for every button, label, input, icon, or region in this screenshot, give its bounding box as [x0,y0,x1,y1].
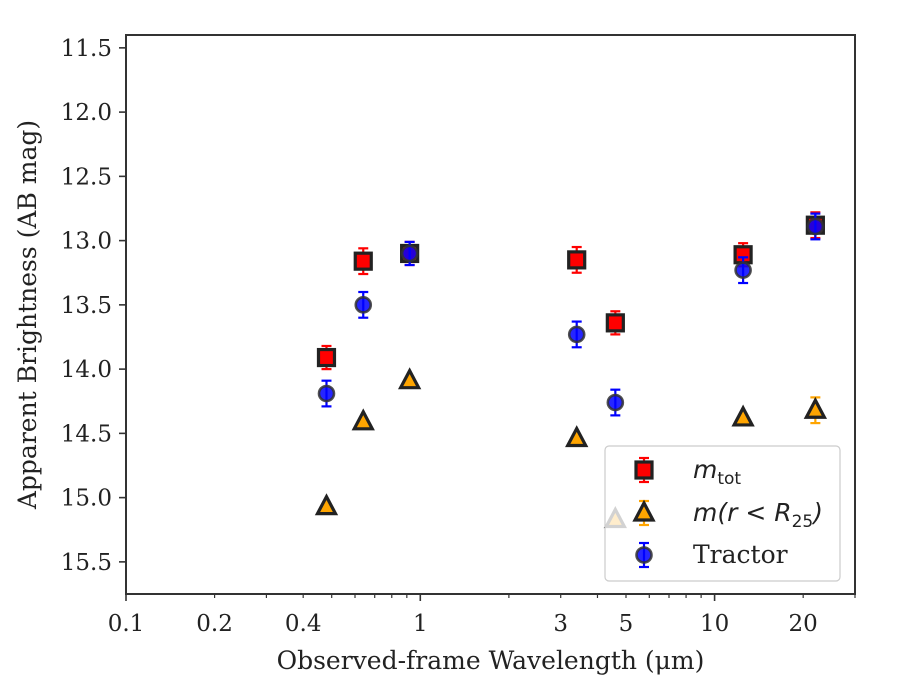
x-tick-label: 0.2 [196,611,233,637]
data-point-mr25 [314,493,339,516]
y-tick-label: 14.0 [61,357,112,383]
y-axis-label: Apparent Brightness (AB mag) [13,120,42,510]
y-tick-label: 15.0 [61,486,112,512]
legend-marker-mtot [634,460,654,480]
data-point-mr25 [565,425,589,448]
plot-area: 11.5 12.0 12.5 13.0 13.5 14.0 14.5 15.0 15.5 0.1 0… [13,34,856,675]
x-tick-label: 0.1 [108,611,145,637]
data-point-tractor [734,261,752,279]
series-tractor [317,212,825,417]
x-tick-label: 20 [789,611,818,637]
data-point-mr25 [731,404,755,427]
x-tick-label: 10 [700,611,729,637]
legend-marker-mr25 [632,499,656,522]
x-tick-label: 0.4 [285,611,322,637]
legend: mtot m(r < R25) Tractor [604,445,841,582]
legend-label-mr25: m(r < R25) [693,498,823,532]
x-tick-label: 5 [619,611,634,637]
legend-label-mtot: mtot [693,455,741,489]
y-tick-label: 15.5 [61,550,112,576]
data-point-mtot [353,251,373,271]
y-tick-label: 13.0 [61,229,112,255]
y-tick-label: 12.0 [61,100,112,126]
legend-label-tail: ) [811,498,823,527]
legend-label-sub: 25 [792,512,814,532]
series-mtot [316,211,825,371]
legend-box [604,445,841,582]
x-axis-label: Observed-frame Wavelength (μm) [277,646,705,675]
legend-label-main: m [693,455,717,484]
data-point-tractor [567,325,586,344]
data-point-mr25 [803,396,828,419]
x-tick-label: 3 [553,611,568,637]
plot-frame [125,34,856,595]
y-tick-label: 12.5 [61,164,112,190]
data-point-mtot [567,250,587,270]
legend-marker-tractor [635,546,653,564]
y-tick-label: 11.5 [61,36,112,62]
y-tick-label: 13.5 [61,293,112,319]
data-point-mtot [316,347,337,368]
y-tick-label: 14.5 [61,421,112,447]
legend-label-sub: tot [717,469,741,489]
data-point-mtot [605,313,625,333]
data-point-tractor [806,217,825,236]
data-point-tractor [354,296,373,314]
legend-label-main: m(r < R [693,498,792,527]
data-point-tractor [400,244,419,263]
data-point-mr25 [397,367,422,390]
legend-label-tractor: Tractor [693,540,788,569]
data-point-tractor [317,384,336,403]
series-mr25 [314,367,828,529]
x-tick-label: 1 [413,611,428,637]
data-point-tractor [606,393,625,412]
data-point-mr25 [351,408,375,431]
